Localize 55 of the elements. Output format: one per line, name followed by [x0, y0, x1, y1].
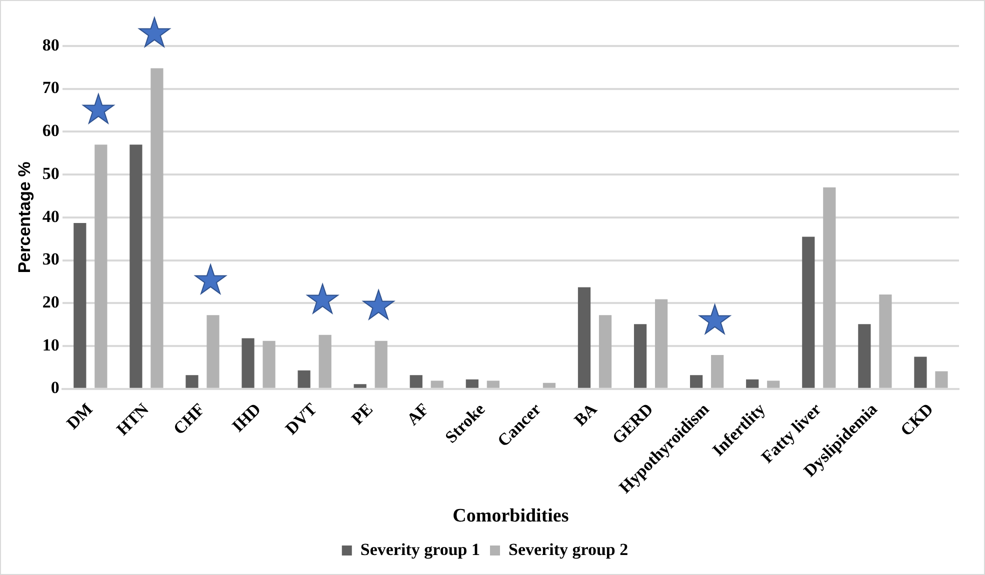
annotation: ★	[696, 297, 733, 344]
y-tick-label: 30	[42, 250, 60, 269]
x-tick-label: IHD	[228, 400, 264, 436]
bar	[802, 236, 815, 388]
legend-label: Severity group 2	[508, 540, 628, 559]
bar	[186, 375, 198, 388]
annotation: ★	[136, 10, 172, 57]
bar	[466, 379, 478, 388]
bar	[486, 380, 500, 388]
bar	[598, 315, 612, 388]
bar	[746, 379, 759, 388]
legend-label: Severity group 1	[360, 540, 480, 559]
y-tick-label: 10	[42, 335, 60, 354]
bar	[150, 68, 164, 388]
bar	[374, 340, 388, 388]
y-tick-label: 60	[42, 121, 60, 140]
bar	[767, 380, 780, 388]
y-axis-title: Percentage %	[14, 162, 34, 274]
x-tick-label: BA	[570, 399, 602, 430]
bar	[410, 375, 422, 388]
y-tick-label: 40	[42, 206, 60, 226]
bar	[318, 334, 332, 388]
bar	[354, 384, 366, 388]
x-tick-label: AF	[403, 400, 433, 430]
bar	[823, 187, 836, 388]
x-tick-label: DM	[62, 400, 96, 434]
y-tick-label: 0	[50, 378, 60, 398]
bar	[206, 315, 220, 388]
bar	[690, 375, 703, 388]
annotation: ★	[360, 283, 397, 330]
bar	[262, 340, 276, 388]
bar	[130, 144, 142, 388]
bar	[578, 287, 591, 388]
annotation: ★	[304, 277, 340, 324]
bar	[430, 380, 444, 388]
bar	[858, 324, 871, 388]
bar	[242, 338, 254, 388]
bar	[298, 370, 310, 388]
x-axis-title: Comorbidities	[452, 506, 569, 527]
bar	[914, 356, 927, 388]
x-tick-label: PE	[348, 400, 377, 428]
annotation: ★	[80, 86, 116, 133]
bar	[634, 324, 647, 388]
y-tick-label: 50	[42, 164, 60, 183]
y-tick-label: 80	[42, 35, 60, 54]
bar	[654, 299, 668, 388]
annotation: ★	[192, 258, 228, 304]
bar	[879, 294, 892, 388]
bar	[94, 144, 108, 388]
bar	[74, 222, 86, 388]
bar	[935, 371, 948, 388]
y-tick-label: 70	[42, 78, 60, 98]
bar	[542, 382, 556, 388]
y-tick-label: 20	[42, 292, 60, 312]
bar	[711, 354, 724, 388]
